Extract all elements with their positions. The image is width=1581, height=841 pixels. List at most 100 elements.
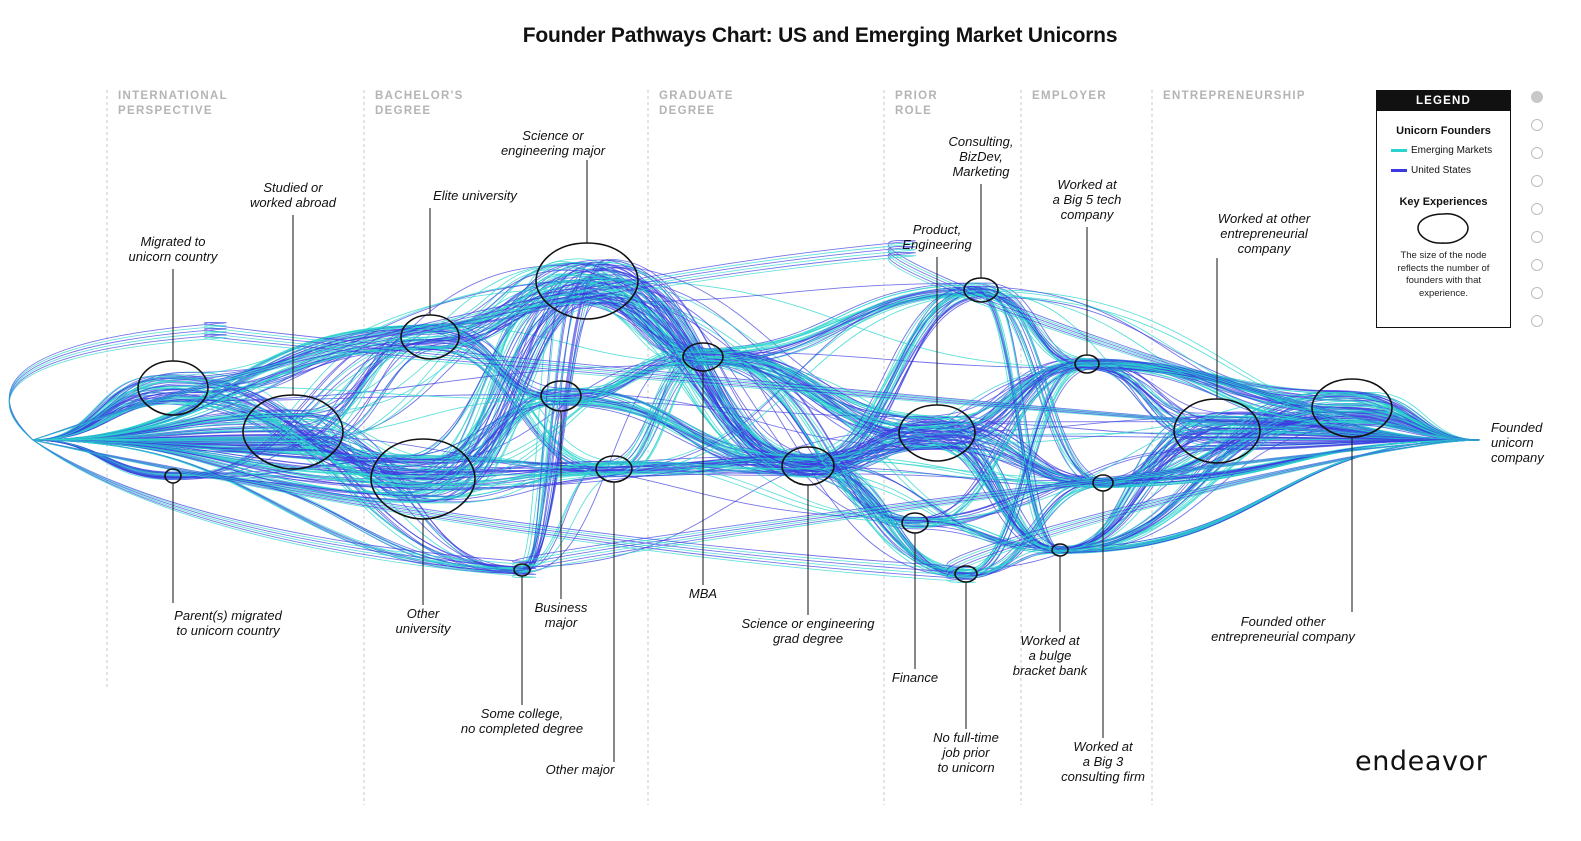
pagination-dot[interactable] — [1531, 119, 1543, 131]
flow-envelope — [32, 246, 1481, 441]
pagination-dot[interactable] — [1531, 147, 1543, 159]
endeavor-logo: endeavor — [1355, 746, 1488, 777]
flow-us — [32, 261, 1481, 568]
stage-label: GRADUATE — [659, 90, 734, 102]
label-abroad: Studied or worked abroad — [250, 180, 337, 210]
legend-label-us: United States — [1411, 165, 1472, 176]
flow-envelope — [32, 243, 1481, 441]
pagination-dot[interactable] — [1531, 259, 1543, 271]
flow-emerging — [32, 284, 1481, 469]
flow-envelope — [32, 439, 1481, 577]
node-consulting — [963, 277, 999, 303]
label-scieng: Science or engineering major — [501, 128, 606, 158]
node-parents — [164, 468, 182, 484]
stage-label-line2: DEGREE — [659, 105, 715, 117]
flow-emerging — [32, 324, 1481, 553]
flow-us — [32, 298, 1481, 497]
experience-labels: Migrated to unicorn country Parent(s) migr… — [129, 128, 1546, 784]
label-othermajor: Other major — [546, 762, 615, 777]
pagination-dot[interactable] — [1531, 91, 1543, 103]
label-elite: Elite university — [433, 188, 518, 203]
flow-emerging — [32, 294, 1481, 457]
node-otheruni — [370, 438, 476, 520]
label-otheruni: Other university — [396, 606, 452, 636]
emerging-swatch — [1391, 149, 1407, 152]
flow-us — [32, 397, 1481, 487]
flow-emerging — [32, 278, 1481, 488]
experience-nodes — [137, 242, 1393, 583]
pagination-dot[interactable] — [1531, 175, 1543, 187]
label-big5: Worked at a Big 5 tech company — [1053, 177, 1122, 222]
legend-node-note: The size of the node reflects the number… — [1397, 250, 1490, 299]
stage-labels: INTERNATIONAL PERSPECTIVE BACHELOR'S DEGREE… — [118, 90, 1306, 117]
legend-label-emerging: Emerging Markets — [1411, 145, 1493, 156]
stage-label-line2: ROLE — [895, 105, 932, 117]
label-migrated: Migrated to unicorn country — [129, 234, 219, 264]
flow-envelope — [32, 252, 1481, 441]
flow-envelope — [32, 439, 1481, 571]
node-foundedother — [1311, 378, 1393, 438]
node-nojob — [954, 565, 978, 583]
chart-title: Founder Pathways Chart: US and Emerging … — [522, 24, 1118, 47]
node-migrated — [137, 360, 209, 416]
label-nojob: No full-time job prior to unicorn — [933, 730, 999, 775]
node-scigrad — [781, 446, 835, 486]
flow-envelope — [9, 337, 1481, 441]
legend-heading: LEGEND — [1377, 91, 1510, 111]
stage-label: PRIOR — [895, 90, 938, 102]
node-bulge — [1051, 543, 1069, 557]
flow-envelope — [32, 249, 1481, 441]
legend-item-emerging: Emerging Markets — [1391, 145, 1510, 156]
flow-envelope — [32, 439, 1481, 566]
flow-envelope — [32, 439, 1481, 572]
pagination-dots — [1531, 91, 1543, 343]
flow-us — [32, 292, 1481, 482]
flow-us — [32, 359, 1481, 549]
flow-emerging — [32, 361, 1481, 575]
label-somecollege: Some college, no completed degree — [461, 706, 583, 736]
node-workedent — [1173, 398, 1261, 464]
flow-emerging — [32, 289, 1481, 482]
flow-envelope — [9, 334, 1481, 441]
us-swatch — [1391, 169, 1407, 172]
legend-item-us: United States — [1391, 165, 1510, 176]
label-consulting: Consulting, BizDev, Marketing — [948, 134, 1013, 179]
label-mba: MBA — [689, 586, 717, 601]
pagination-dot[interactable] — [1531, 287, 1543, 299]
stage-label: ENTREPRENEURSHIP — [1163, 90, 1306, 102]
flow-emerging — [32, 295, 1481, 483]
label-foundedother: Founded other entrepreneurial company — [1211, 614, 1356, 644]
flow-emerging — [32, 323, 1481, 529]
pagination-dot[interactable] — [1531, 315, 1543, 327]
pagination-dot[interactable] — [1531, 203, 1543, 215]
node-business — [540, 380, 582, 412]
legend-key-title: Key Experiences — [1399, 196, 1488, 208]
label-workedent: Worked at other entrepreneurial company — [1218, 211, 1311, 256]
label-finance: Finance — [892, 670, 938, 685]
flow-envelope — [9, 322, 1481, 441]
flow-envelope — [9, 325, 1481, 441]
flow-emerging — [32, 261, 1481, 550]
legend-node-icon — [1417, 212, 1469, 244]
flow-envelope — [32, 240, 1481, 441]
flow-emerging — [32, 346, 1481, 551]
flow-emerging — [32, 356, 1481, 477]
legend: LEGEND Unicorn Founders Emerging Markets… — [1376, 90, 1511, 328]
stage-label-line2: PERSPECTIVE — [118, 105, 213, 117]
flow-envelope — [32, 439, 1481, 574]
label-bulge: Worked at a bulge bracket bank — [1013, 633, 1089, 678]
node-finance — [901, 512, 929, 534]
node-abroad — [242, 394, 344, 470]
label-end: Founded unicorn company — [1491, 420, 1545, 465]
label-scigrad: Science or engineering grad degree — [742, 616, 876, 646]
node-somecollege — [513, 563, 531, 577]
node-elite — [400, 314, 460, 360]
flow-emerging — [32, 403, 1481, 570]
flow-emerging — [32, 360, 1481, 577]
flow-envelope — [32, 255, 1481, 441]
pagination-dot[interactable] — [1531, 231, 1543, 243]
label-business: Business major — [535, 600, 588, 630]
founder-flows — [9, 240, 1481, 583]
flow-envelope — [32, 439, 1481, 563]
